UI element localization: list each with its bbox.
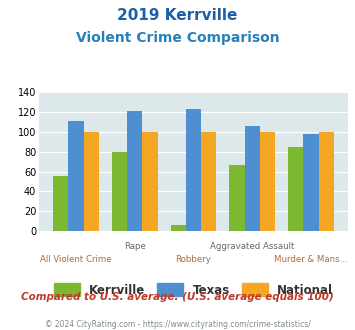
- Bar: [84, 132, 99, 231]
- Text: Murder & Mans...: Murder & Mans...: [274, 255, 348, 264]
- Text: Rape: Rape: [124, 242, 146, 251]
- Bar: [288, 147, 303, 231]
- Bar: [318, 132, 334, 231]
- Bar: [53, 176, 69, 231]
- Bar: [260, 132, 275, 231]
- Bar: [127, 111, 142, 231]
- Text: All Violent Crime: All Violent Crime: [40, 255, 112, 264]
- Bar: [229, 165, 245, 231]
- Bar: [170, 225, 186, 231]
- Text: © 2024 CityRating.com - https://www.cityrating.com/crime-statistics/: © 2024 CityRating.com - https://www.city…: [45, 320, 310, 329]
- Bar: [201, 132, 217, 231]
- Bar: [69, 121, 84, 231]
- Bar: [245, 126, 260, 231]
- Text: Violent Crime Comparison: Violent Crime Comparison: [76, 31, 279, 45]
- Bar: [142, 132, 158, 231]
- Bar: [303, 134, 318, 231]
- Text: 2019 Kerrville: 2019 Kerrville: [117, 8, 238, 23]
- Text: Robbery: Robbery: [175, 255, 212, 264]
- Bar: [186, 109, 201, 231]
- Text: Compared to U.S. average. (U.S. average equals 100): Compared to U.S. average. (U.S. average …: [21, 292, 334, 302]
- Bar: [112, 152, 127, 231]
- Legend: Kerrville, Texas, National: Kerrville, Texas, National: [49, 279, 338, 301]
- Text: Aggravated Assault: Aggravated Assault: [210, 242, 294, 251]
